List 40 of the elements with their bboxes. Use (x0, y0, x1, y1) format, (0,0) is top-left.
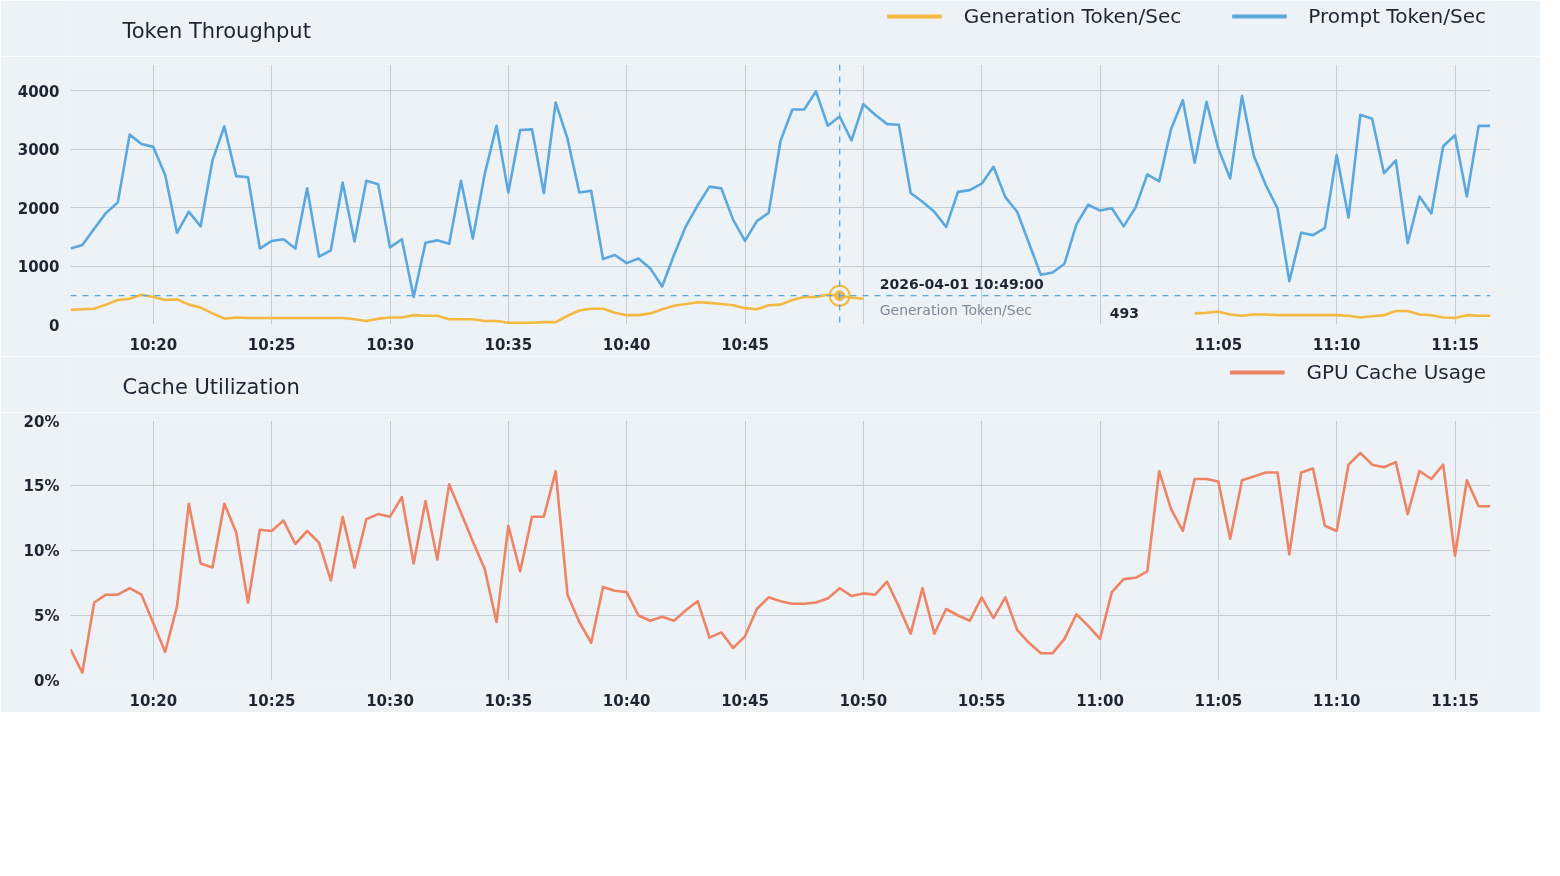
line-series (70, 451, 1491, 674)
y-tick-label: 15% (23, 476, 60, 495)
legend-label: Prompt Token/Sec (1308, 4, 1486, 28)
x-tick-label: 10:30 (366, 335, 414, 354)
y-tick-label: 1000 (17, 258, 60, 277)
x-tick-label: 11:10 (1312, 335, 1361, 354)
x-tick-label: 11:05 (1194, 691, 1243, 710)
y-tick-label: 20% (23, 412, 60, 431)
x-tick-label: 10:20 (129, 691, 178, 710)
annotation: 493 (1109, 304, 1139, 321)
x-tick-label: 10:30 (366, 691, 414, 710)
y-tick-label: 3000 (17, 141, 60, 160)
legend-label: Generation Token/Sec (963, 4, 1182, 28)
y-tick-label: 0 (49, 316, 60, 335)
x-tick-label: 10:50 (839, 691, 888, 710)
x-tick-label: 11:15 (1431, 335, 1479, 354)
x-tick-label: 10:20 (129, 335, 178, 354)
x-tick-label: 11:05 (1194, 335, 1243, 354)
chart-title: Cache Utilization (122, 374, 300, 399)
x-tick-label: 10:25 (247, 335, 296, 354)
x-tick-label: 10:35 (484, 335, 533, 354)
annotation: 2026-04-01 10:49:00 (879, 275, 1044, 292)
x-tick-label: 11:00 (1076, 691, 1124, 710)
x-tick-label: 11:10 (1312, 691, 1361, 710)
annotation: Generation Token/Sec (879, 301, 1032, 318)
x-tick-label: 10:40 (602, 691, 651, 710)
y-tick-label: 4000 (17, 82, 60, 101)
chart-title: Token Throughput (121, 18, 311, 43)
x-tick-label: 10:55 (957, 691, 1006, 710)
y-tick-label: 10% (23, 541, 60, 560)
x-tick-label: 10:35 (484, 691, 533, 710)
x-tick-label: 10:25 (247, 691, 296, 710)
y-tick-label: 5% (34, 606, 60, 625)
x-tick-label: 10:45 (721, 335, 769, 354)
y-tick-label: 2000 (17, 199, 60, 218)
legend-label: GPU Cache Usage (1306, 360, 1486, 384)
x-tick-label: 10:45 (721, 691, 769, 710)
y-tick-label: 0% (34, 671, 60, 690)
x-tick-label: 10:40 (602, 335, 651, 354)
x-tick-label: 11:15 (1431, 691, 1479, 710)
